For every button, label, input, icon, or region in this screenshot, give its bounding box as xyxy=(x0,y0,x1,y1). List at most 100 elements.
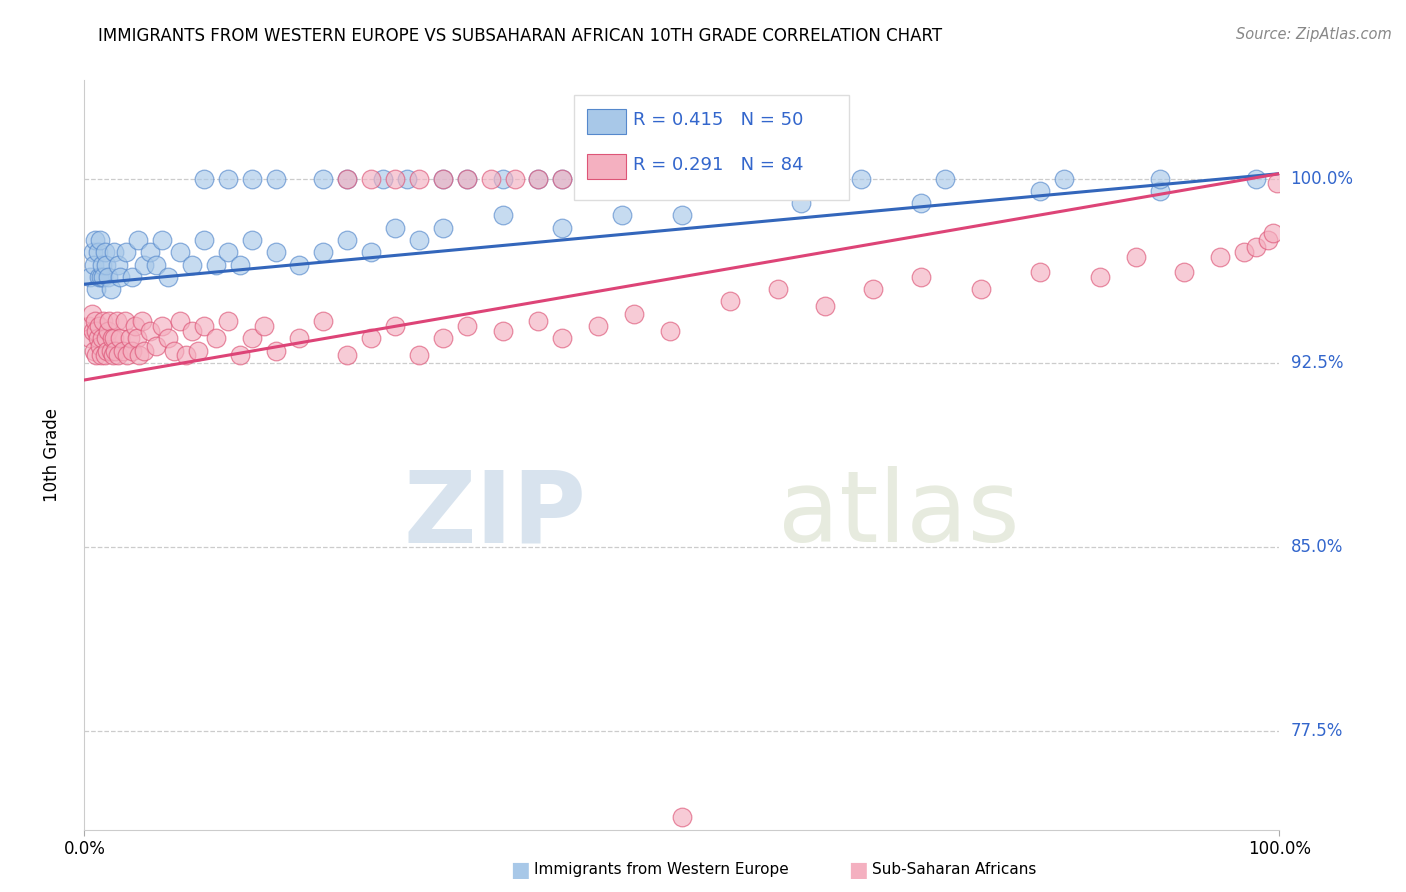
Point xyxy=(193,233,215,247)
Text: 77.5%: 77.5% xyxy=(1291,723,1343,740)
Point xyxy=(104,343,127,358)
Point xyxy=(264,343,287,358)
Point xyxy=(551,171,574,186)
Point xyxy=(115,245,138,260)
Point xyxy=(93,348,115,362)
Point xyxy=(408,171,430,186)
Point xyxy=(96,343,118,358)
Point xyxy=(82,245,104,260)
FancyBboxPatch shape xyxy=(588,109,626,134)
Point xyxy=(1149,184,1171,198)
Text: 100.0%: 100.0% xyxy=(1291,169,1354,187)
Y-axis label: 10th Grade: 10th Grade xyxy=(42,408,60,502)
Point xyxy=(105,314,128,328)
Point xyxy=(551,220,574,235)
Point xyxy=(84,233,107,247)
Point xyxy=(288,331,311,345)
Point xyxy=(551,331,574,345)
Point xyxy=(181,324,204,338)
Point xyxy=(89,233,111,247)
Point xyxy=(312,314,335,328)
Point xyxy=(790,196,813,211)
Point xyxy=(187,343,209,358)
Text: R = 0.291   N = 84: R = 0.291 N = 84 xyxy=(633,156,803,174)
Point xyxy=(970,282,993,296)
Point xyxy=(103,245,125,260)
Point xyxy=(814,299,837,313)
Point xyxy=(240,171,263,186)
FancyBboxPatch shape xyxy=(575,95,849,200)
Point xyxy=(217,245,239,260)
Point xyxy=(456,171,478,186)
Point xyxy=(103,331,125,345)
Point xyxy=(87,269,110,284)
Point xyxy=(91,258,114,272)
Point xyxy=(1125,250,1147,264)
Point xyxy=(163,343,186,358)
Point xyxy=(86,282,108,296)
Point xyxy=(671,208,693,222)
Point xyxy=(94,331,117,345)
Point xyxy=(169,245,191,260)
Point xyxy=(456,318,478,333)
Point xyxy=(79,269,101,284)
Point xyxy=(127,233,149,247)
Point xyxy=(240,331,263,345)
Point xyxy=(124,318,146,333)
Point xyxy=(336,348,359,362)
Point xyxy=(1244,240,1267,254)
Point xyxy=(86,331,108,345)
Point xyxy=(312,171,335,186)
Point xyxy=(107,258,129,272)
Point xyxy=(408,233,430,247)
Point xyxy=(384,318,406,333)
Point xyxy=(432,220,454,235)
Point xyxy=(217,314,239,328)
Point xyxy=(492,324,515,338)
Point xyxy=(623,307,645,321)
Point xyxy=(1209,250,1232,264)
Point xyxy=(128,348,150,362)
Point xyxy=(527,171,550,186)
Point xyxy=(288,258,311,272)
Point xyxy=(205,331,228,345)
Point xyxy=(575,171,598,186)
Point xyxy=(100,282,122,296)
Point xyxy=(910,269,932,284)
Point xyxy=(408,348,430,362)
Point xyxy=(97,324,120,338)
Point xyxy=(456,171,478,186)
Point xyxy=(114,314,136,328)
Point xyxy=(157,331,180,345)
Point xyxy=(1149,171,1171,186)
Text: Source: ZipAtlas.com: Source: ZipAtlas.com xyxy=(1236,27,1392,42)
Point xyxy=(264,171,287,186)
Point xyxy=(139,324,162,338)
Point xyxy=(111,343,134,358)
Point xyxy=(612,171,634,186)
Point xyxy=(118,331,141,345)
Point xyxy=(360,331,382,345)
Text: 92.5%: 92.5% xyxy=(1291,354,1343,372)
Point xyxy=(360,245,382,260)
Point xyxy=(217,171,239,186)
Point xyxy=(492,208,515,222)
Point xyxy=(432,331,454,345)
Point xyxy=(612,208,634,222)
Point xyxy=(1257,233,1279,247)
Point xyxy=(145,258,167,272)
Point xyxy=(86,324,108,338)
Text: IMMIGRANTS FROM WESTERN EUROPE VS SUBSAHARAN AFRICAN 10TH GRADE CORRELATION CHAR: IMMIGRANTS FROM WESTERN EUROPE VS SUBSAH… xyxy=(98,27,942,45)
Point xyxy=(121,343,143,358)
Point xyxy=(157,269,180,284)
Point xyxy=(91,331,114,345)
Point xyxy=(93,314,115,328)
Point xyxy=(205,258,228,272)
Point xyxy=(110,331,132,345)
Point xyxy=(731,171,754,186)
Text: R = 0.415   N = 50: R = 0.415 N = 50 xyxy=(633,111,803,129)
Text: ■: ■ xyxy=(510,860,530,880)
Point xyxy=(1053,171,1076,186)
Point xyxy=(132,258,156,272)
Point xyxy=(107,348,129,362)
